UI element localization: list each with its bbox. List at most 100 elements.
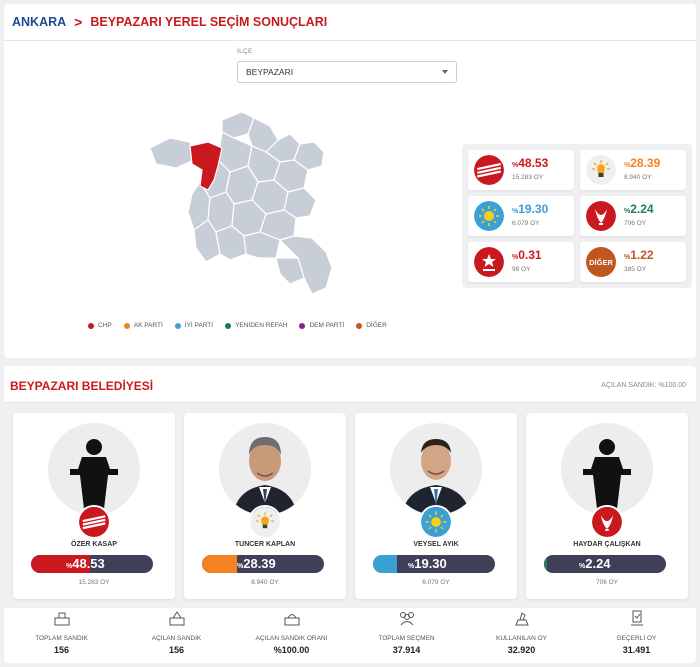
candidate-progress-fill — [31, 555, 91, 573]
candidate-card[interactable]: VEYSEL AYIK %19.30 6.079 OY — [355, 413, 517, 599]
party-results-panel: %48.53 15.283 OY %28.39 8.940 OY %19.30 … — [462, 144, 692, 288]
refah-logo-icon — [590, 505, 624, 539]
candidate-photo — [219, 423, 311, 515]
legend-label: YENİDEN REFAH — [235, 322, 288, 329]
candidate-progress-fill — [373, 555, 397, 573]
party-result-akp[interactable]: %28.39 8.940 OY — [580, 150, 686, 190]
stat-value: 32.920 — [507, 645, 536, 655]
legend-dot — [88, 322, 94, 329]
map-district[interactable] — [279, 235, 333, 295]
podium-placeholder-icon — [48, 423, 140, 515]
district-select-value: BEYPAZARI — [246, 67, 294, 77]
legend-item: AK PARTİ — [123, 322, 163, 329]
stat-opened-ballot-boxes: AÇILAN SANDIK 156 — [119, 608, 234, 655]
candidate-name: VEYSEL AYIK — [413, 541, 459, 548]
stat-label: TOPLAM SEÇMEN — [378, 635, 435, 642]
party-percent: 28.39 — [630, 156, 661, 170]
section-title: BEYPAZARI BELEDİYESİ — [10, 379, 154, 393]
candidate-progress-bar: %19.30 — [373, 555, 495, 573]
party-votes: 6.079 OY — [512, 220, 540, 227]
candidate-votes: 6.079 OY — [422, 579, 450, 586]
legend-item: YENİDEN REFAH — [225, 322, 287, 329]
legend-item: DEM PARTİ — [299, 322, 344, 329]
akp-logo-icon — [248, 505, 282, 539]
legend-item: CHP — [88, 322, 112, 329]
district-label: İLÇE — [237, 48, 253, 55]
legend-dot — [225, 322, 232, 329]
party-percent: 2.24 — [630, 202, 654, 216]
refah-logo-icon — [586, 201, 616, 231]
candidate-progress-bar: %28.39 — [202, 555, 324, 573]
legend-label: CHP — [98, 322, 112, 329]
stat-total-voters: TOPLAM SEÇMEN 37.914 — [349, 608, 464, 655]
valid-vote-icon — [630, 610, 643, 626]
legend-item: İYİ PARTİ — [174, 322, 214, 329]
party-percent: 1.22 — [630, 248, 654, 262]
breadcrumb-city-link[interactable]: ANKARA — [12, 15, 67, 29]
stat-total-ballot-boxes: TOPLAM SANDIK 156 — [4, 608, 119, 655]
candidate-votes: 15.283 OY — [78, 579, 110, 586]
party-percent: 0.31 — [518, 248, 542, 262]
stat-label: AÇILAN SANDIK ORANI — [255, 635, 328, 642]
stats-row: TOPLAM SANDIK 156 AÇILAN SANDIK 156 AÇIL… — [4, 608, 696, 663]
party-result-dem[interactable]: %0.31 98 OY — [468, 242, 574, 282]
stat-votes-cast: KULLANILAN OY 32.920 — [464, 608, 579, 655]
candidate-progress-fill — [202, 555, 237, 573]
percent-sign: % — [66, 563, 73, 570]
candidate-card[interactable]: TUNCER KAPLAN %28.39 8.940 OY — [184, 413, 346, 599]
percent-sign: % — [408, 563, 415, 570]
candidate-votes: 706 OY — [595, 579, 619, 586]
candidate-percent: 48.53 — [72, 556, 105, 571]
party-result-iyi[interactable]: %19.30 6.079 OY — [468, 196, 574, 236]
district-select[interactable]: BEYPAZARI — [237, 61, 457, 83]
candidate-progress-bar: %2.24 — [544, 555, 666, 573]
stat-opened-ratio: AÇILAN SANDIK ORANI %100.00 — [234, 608, 349, 655]
opened-ballot-ratio: AÇILAN SANDIK: %100.00 — [601, 382, 686, 389]
candidate-percent: 19.30 — [414, 556, 447, 571]
stat-value: %100.00 — [273, 645, 310, 655]
vote-cast-icon — [514, 612, 529, 626]
legend-item: DİĞER — [356, 322, 387, 329]
candidate-name: HAYDAR ÇALIŞKAN — [573, 541, 641, 548]
map-district-beypazari[interactable] — [189, 141, 223, 191]
legend-dot — [356, 322, 363, 329]
stat-value: 156 — [168, 645, 185, 655]
party-result-chp[interactable]: %48.53 15.283 OY — [468, 150, 574, 190]
percent-sign: % — [624, 208, 631, 215]
candidate-card[interactable]: ÖZER KASAP %48.53 15.283 OY — [13, 413, 175, 599]
party-votes: 98 OY — [512, 266, 531, 273]
iyi-logo-icon — [474, 201, 504, 231]
party-votes: 706 OY — [624, 220, 647, 227]
stat-label: TOPLAM SANDIK — [35, 635, 88, 642]
party-result-diger[interactable]: DİĞER %1.22 385 OY — [580, 242, 686, 282]
divider — [4, 402, 696, 403]
percent-sign: % — [579, 563, 586, 570]
stat-value: 37.914 — [392, 645, 421, 655]
voters-icon — [399, 612, 414, 626]
percent-sign: % — [237, 563, 244, 570]
percent-sign: % — [624, 254, 631, 261]
legend-dot — [174, 322, 181, 329]
legend-dot — [123, 322, 130, 329]
akp-logo-icon — [586, 155, 616, 185]
stat-valid-votes: GEÇERLİ OY 31.491 — [579, 608, 694, 655]
candidate-progress-bar: %48.53 — [31, 555, 153, 573]
divider — [4, 40, 696, 41]
map-district[interactable] — [275, 257, 305, 285]
candidate-card[interactable]: HAYDAR ÇALIŞKAN %2.24 706 OY — [526, 413, 688, 599]
map-district[interactable] — [149, 137, 195, 169]
legend-dot — [299, 322, 306, 329]
percent-sign: % — [512, 162, 519, 169]
legend-label: İYİ PARTİ — [184, 322, 214, 329]
dem-logo-icon — [474, 247, 504, 277]
party-percent: 19.30 — [518, 202, 549, 216]
chevron-right-icon: > — [74, 14, 83, 30]
party-result-yeniden-refah[interactable]: %2.24 706 OY — [580, 196, 686, 236]
breadcrumb: ANKARA > BEYPAZARI YEREL SEÇİM SONUÇLARI — [12, 14, 327, 30]
podium-placeholder-icon — [561, 423, 653, 515]
chp-logo-icon — [77, 505, 111, 539]
diger-logo-icon: DİĞER — [586, 247, 616, 277]
candidate-photo — [390, 423, 482, 515]
stat-label: GEÇERLİ OY — [616, 635, 657, 642]
party-percent: 48.53 — [518, 156, 549, 170]
